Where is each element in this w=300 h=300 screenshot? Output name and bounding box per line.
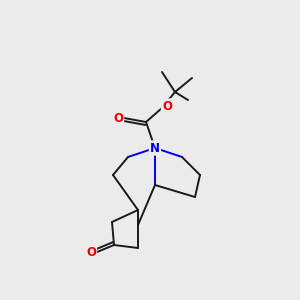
Text: O: O: [86, 245, 96, 259]
Text: O: O: [113, 112, 123, 124]
Text: O: O: [162, 100, 172, 112]
Text: N: N: [150, 142, 160, 154]
